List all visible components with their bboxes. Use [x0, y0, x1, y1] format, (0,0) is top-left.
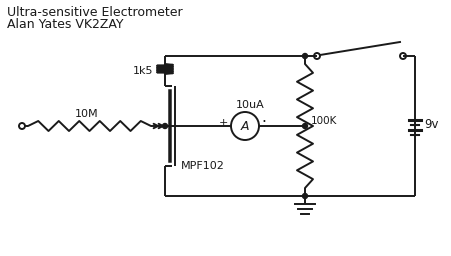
- Text: 100K: 100K: [311, 116, 337, 126]
- Text: +: +: [219, 118, 228, 128]
- Circle shape: [303, 194, 308, 198]
- Circle shape: [162, 123, 167, 129]
- Text: 1k5: 1k5: [133, 66, 153, 76]
- Text: 9v: 9v: [424, 119, 438, 132]
- Text: A: A: [241, 120, 249, 133]
- Text: 10uA: 10uA: [235, 100, 264, 110]
- Text: 10M: 10M: [75, 109, 98, 119]
- Circle shape: [303, 54, 308, 59]
- Text: Alan Yates VK2ZAY: Alan Yates VK2ZAY: [7, 18, 124, 31]
- Circle shape: [303, 123, 308, 129]
- Text: ·: ·: [261, 115, 266, 131]
- Text: Ultra-sensitive Electrometer: Ultra-sensitive Electrometer: [7, 6, 183, 19]
- Text: MPF102: MPF102: [181, 161, 225, 171]
